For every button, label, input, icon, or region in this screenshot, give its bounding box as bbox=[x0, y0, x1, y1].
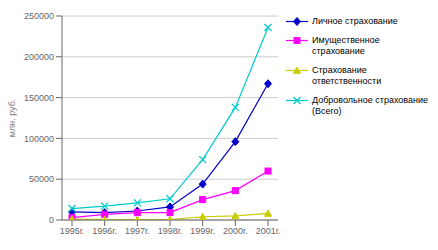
html-text:Страхование: Страхование bbox=[312, 65, 367, 75]
html-text:Личное страхование: Личное страхование bbox=[312, 16, 398, 26]
svg-text:1998г.: 1998г. bbox=[158, 226, 183, 236]
svg-text:млн. руб.: млн. руб. bbox=[8, 99, 17, 138]
svg-text:0: 0 bbox=[49, 215, 54, 225]
svg-text:150000: 150000 bbox=[24, 93, 54, 103]
html-text:(Всего): (Всего) bbox=[312, 106, 342, 116]
svg-text:250000: 250000 bbox=[24, 11, 54, 21]
html-text:ответственности: ответственности bbox=[312, 76, 382, 86]
svg-text:200000: 200000 bbox=[24, 52, 54, 62]
svg-text:1997г.: 1997г. bbox=[125, 226, 150, 236]
html-text:Имущественное: Имущественное bbox=[312, 35, 380, 45]
svg-text:100000: 100000 bbox=[24, 134, 54, 144]
svg-text:50000: 50000 bbox=[29, 174, 54, 184]
html-text:страхование: страхование bbox=[312, 46, 365, 56]
svg-text:1996г.: 1996г. bbox=[92, 226, 117, 236]
svg-text:2000г.: 2000г. bbox=[223, 226, 248, 236]
html-text:Добровольное страхование: Добровольное страхование bbox=[312, 95, 428, 105]
svg-text:1999г.: 1999г. bbox=[190, 226, 215, 236]
svg-text:1995г.: 1995г. bbox=[60, 226, 85, 236]
svg-text:2001г.: 2001г. bbox=[256, 226, 281, 236]
